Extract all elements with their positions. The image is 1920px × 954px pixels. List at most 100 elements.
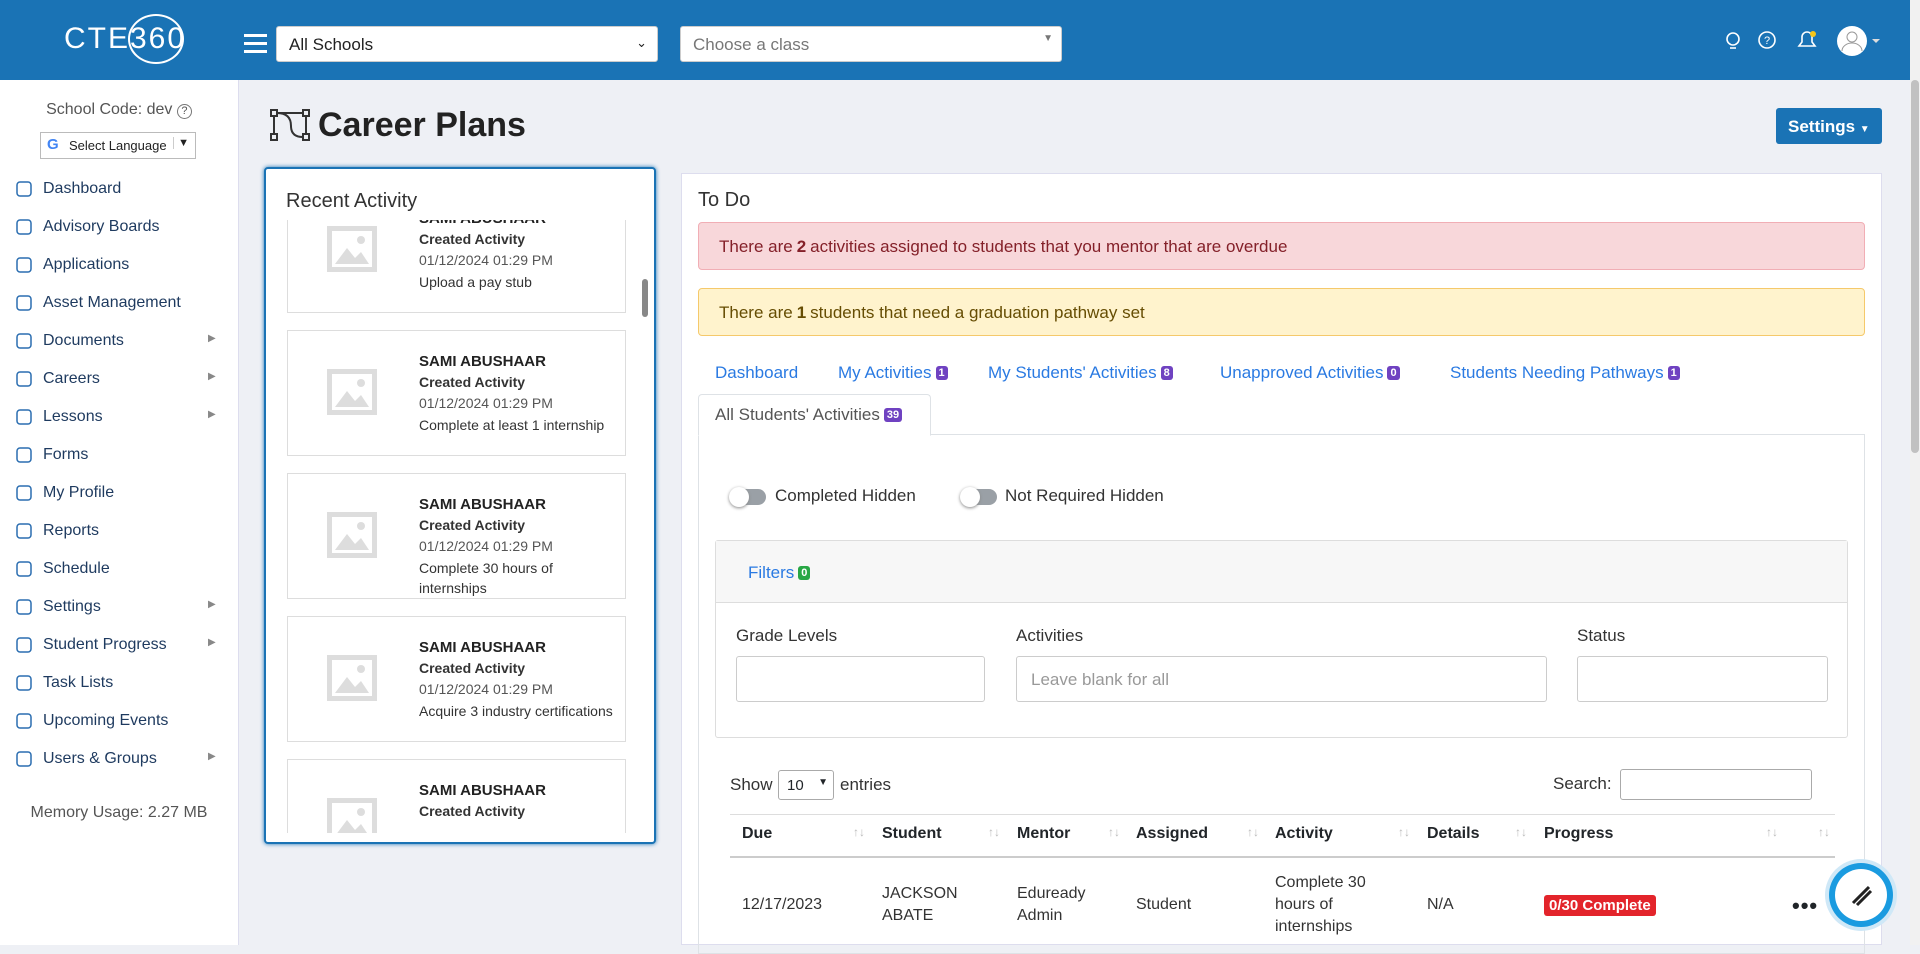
page-scrollbar[interactable] — [1910, 0, 1920, 945]
sidebar: School Code: dev ? G Select Language ▼ Das… — [0, 80, 239, 945]
activity-date: 01/12/2024 01:29 PM — [419, 538, 553, 554]
nav-item[interactable]: Lessons ▶ — [0, 400, 238, 434]
activity-date: 01/12/2024 01:29 PM — [419, 252, 553, 268]
nav-item[interactable]: Documents ▶ — [0, 324, 238, 358]
career-plans-icon — [270, 109, 310, 141]
tab[interactable]: Students Needing Pathways 1 — [1450, 363, 1680, 383]
nav-icon — [16, 523, 32, 539]
toggle[interactable] — [729, 487, 766, 507]
nav-item[interactable]: My Profile — [0, 476, 238, 510]
tab-label: My Activities — [838, 363, 932, 382]
nav-item[interactable]: Forms — [0, 438, 238, 472]
logo-circle: 360 — [128, 14, 184, 64]
activity-date: 01/12/2024 01:29 PM — [419, 395, 553, 411]
settings-button[interactable]: Settings ▼ — [1776, 108, 1882, 144]
nav-item[interactable]: Applications — [0, 248, 238, 282]
nav-arrow: ▶ — [208, 409, 216, 420]
tab-count: 0 — [1387, 366, 1400, 380]
activity-description: Upload a pay stub — [419, 274, 532, 290]
search-input[interactable] — [1620, 769, 1812, 800]
language-text: Select Language — [69, 138, 167, 153]
activities-label: Activities — [1016, 626, 1084, 645]
activity-card: SAMI ABUSHAAR Created Activity 01/12/2024 … — [287, 330, 626, 456]
tab[interactable]: My Activities 1 — [838, 363, 948, 383]
grade-levels-input[interactable] — [736, 656, 985, 702]
column-header[interactable]: Student — [882, 825, 942, 842]
column-header[interactable]: Mentor — [1017, 825, 1071, 842]
svg-text:?: ? — [1764, 35, 1770, 47]
nav-item[interactable]: Upcoming Events — [0, 704, 238, 738]
table-cell: Eduready Admin — [1017, 885, 1086, 924]
nav-item[interactable]: Student Progress ▶ — [0, 628, 238, 662]
nav-item[interactable]: Users & Groups ▶ — [0, 742, 238, 776]
sort-icon: ↑↓ — [1247, 825, 1259, 839]
alert-count: 2 — [796, 237, 807, 256]
avatar-menu[interactable] — [1836, 25, 1882, 57]
column-header[interactable]: Details — [1427, 825, 1480, 842]
nav-item[interactable]: Advisory Boards — [0, 210, 238, 244]
activity-description: Complete at least 1 internship — [419, 417, 605, 433]
tab-label: Dashboard — [715, 363, 799, 382]
sort-icon: ↑↓ — [1818, 825, 1830, 839]
nav-label: Lessons — [43, 408, 103, 425]
nav-item[interactable]: Dashboard — [0, 172, 238, 206]
scrollbar-thumb[interactable] — [642, 279, 648, 317]
status-label: Status — [1577, 626, 1626, 645]
nav-arrow: ▶ — [208, 371, 216, 382]
school-select[interactable]: All Schools ⌄ — [276, 26, 658, 62]
nav-item[interactable]: Reports — [0, 514, 238, 548]
activity-name: SAMI ABUSHAAR — [419, 353, 546, 370]
nav-item[interactable]: Careers ▶ — [0, 362, 238, 396]
tab[interactable]: Dashboard — [715, 363, 798, 383]
nav-icon — [16, 219, 32, 235]
activity-name: SAMI ABUSHAAR — [419, 782, 546, 799]
sort-icon: ↑↓ — [853, 825, 865, 839]
school-code-text: School Code: dev — [46, 101, 173, 118]
chat-button[interactable] — [1829, 863, 1893, 927]
activity-card: SAMI ABUSHAAR Created Activity 01/12/2024 … — [287, 616, 626, 742]
nav-icon — [16, 409, 32, 425]
logo[interactable]: CTE360 — [64, 14, 184, 64]
filters-count: 0 — [798, 566, 811, 580]
column-header[interactable]: Assigned — [1136, 825, 1209, 842]
nav-item[interactable]: Task Lists — [0, 666, 238, 700]
activity-card: SAMI ABUSHAAR Created Activity 01/12/2024 … — [287, 220, 626, 313]
nav-item[interactable]: Asset Management — [0, 286, 238, 320]
nav-label: Task Lists — [43, 674, 114, 691]
class-select-value: Choose a class — [693, 35, 810, 54]
nav-item[interactable]: Settings ▶ — [0, 590, 238, 624]
logo-text: CTE — [64, 22, 130, 55]
row-actions[interactable]: ••• — [1792, 893, 1819, 918]
alert-count: 1 — [796, 303, 807, 322]
column-header[interactable]: Progress — [1544, 825, 1614, 842]
nav-item[interactable]: Schedule — [0, 552, 238, 586]
nav-label: Documents — [43, 332, 124, 349]
toggle[interactable] — [960, 487, 997, 507]
status-input[interactable] — [1577, 656, 1828, 702]
settings-button-text: Settings — [1788, 117, 1856, 136]
nav-icon — [16, 713, 32, 729]
activity-action: Created Activity — [419, 660, 526, 676]
table-cell: Complete 30 hours of internships — [1275, 874, 1366, 935]
toggle-label: Completed Hidden — [775, 486, 916, 505]
nav-icon — [16, 675, 32, 691]
activities-input[interactable]: Leave blank for all — [1016, 656, 1547, 702]
class-select[interactable]: Choose a class ▼ — [680, 26, 1062, 62]
tab[interactable]: Unapproved Activities 0 — [1220, 363, 1400, 383]
memory-usage: Memory Usage: 2.27 MB — [30, 804, 208, 821]
tab[interactable]: My Students' Activities 8 — [988, 363, 1173, 383]
language-select[interactable]: G Select Language ▼ — [40, 132, 196, 159]
tab-label: My Students' Activities — [988, 363, 1157, 382]
filters-link[interactable]: Filters 0 — [748, 563, 811, 583]
page-size-select[interactable]: 10 ▼ — [778, 770, 834, 800]
tab-count: 39 — [883, 408, 903, 422]
sort-icon: ↑↓ — [1515, 825, 1527, 839]
recent-activity-panel: Recent Activity SAMI ABUSHAAR Created Act… — [264, 167, 656, 844]
top-icons[interactable]: ? — [1722, 28, 1842, 54]
tab[interactable]: All Students' Activities 39 — [698, 394, 931, 436]
column-header[interactable]: Activity — [1275, 825, 1333, 842]
menu-toggle[interactable] — [244, 33, 267, 53]
column-header[interactable]: Due — [742, 825, 773, 842]
